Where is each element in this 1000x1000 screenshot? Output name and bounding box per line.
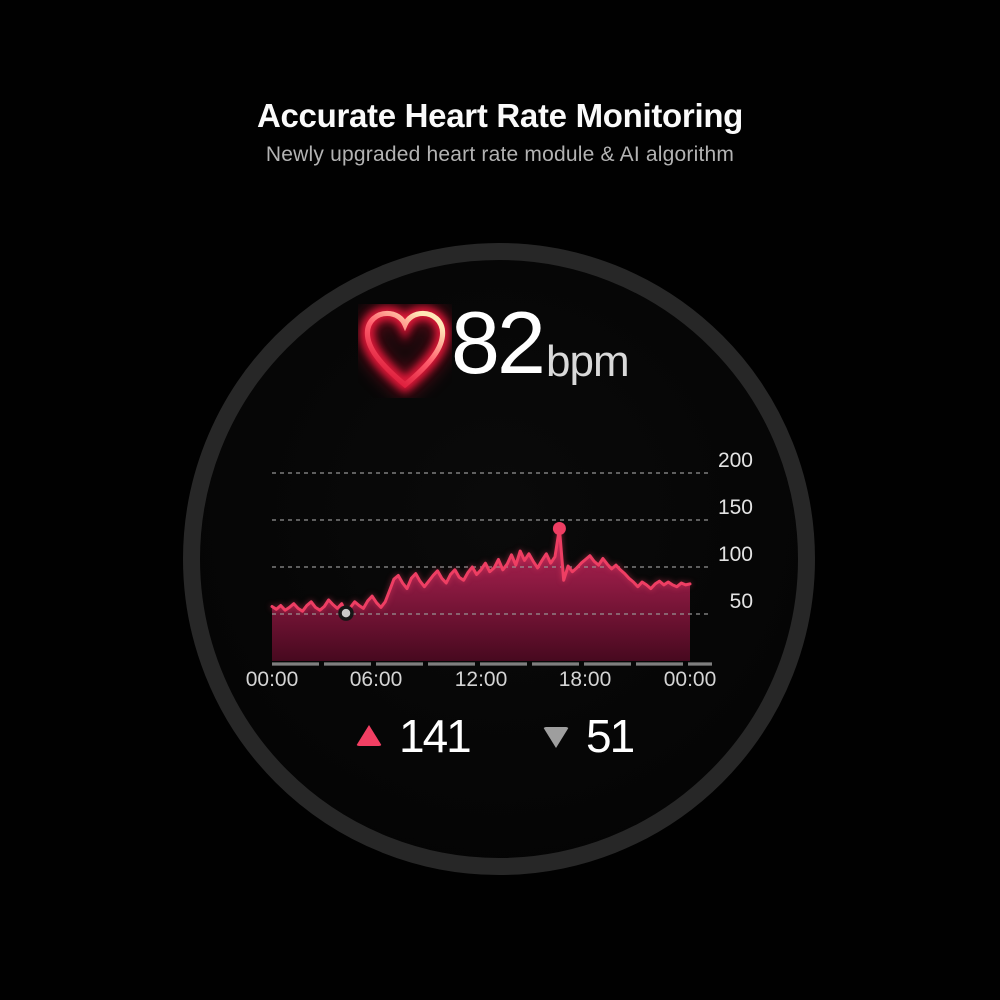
x-tick-1200: 12:00 <box>454 668 508 691</box>
y-tick-200: 200 <box>717 449 753 472</box>
y-tick-100: 100 <box>717 543 753 566</box>
max-triangle-icon <box>356 725 382 746</box>
y-tick-150: 150 <box>717 496 753 519</box>
max-bpm-value: 141 <box>399 710 472 762</box>
min-bpm-value: 51 <box>586 710 635 762</box>
current-bpm-value: 82 <box>451 293 546 392</box>
page-subtitle: Newly upgraded heart rate module & AI al… <box>265 143 735 166</box>
y-tick-50: 50 <box>729 590 753 613</box>
x-tick-1800: 18:00 <box>558 668 612 691</box>
page-title: Accurate Heart Rate Monitoring <box>256 97 744 134</box>
x-tick-0000-start: 00:00 <box>245 668 299 691</box>
x-tick-0600: 06:00 <box>349 668 403 691</box>
bpm-unit-label: bpm <box>546 337 630 386</box>
min-triangle-icon <box>543 727 569 748</box>
heart-outline <box>364 310 446 389</box>
heart-icon <box>358 304 452 398</box>
header: Accurate Heart Rate Monitoring Newly upg… <box>0 96 1000 168</box>
x-tick-0000-end: 00:00 <box>663 668 717 691</box>
